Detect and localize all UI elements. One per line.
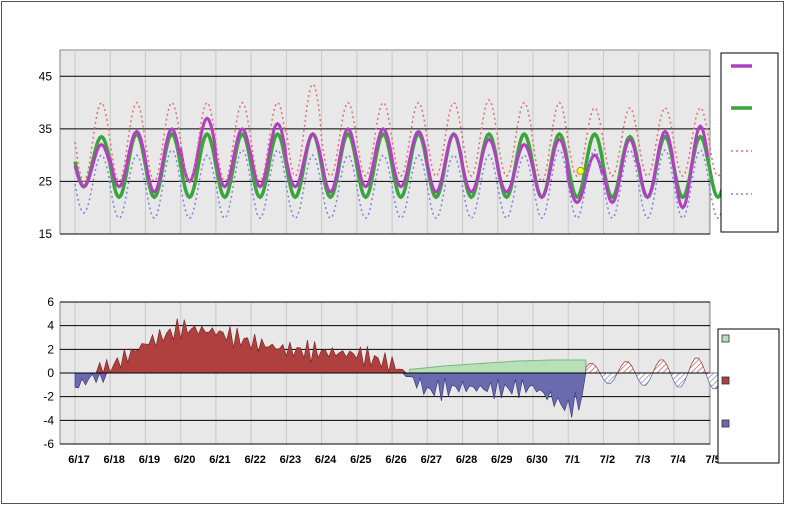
- top-legend-box: [720, 52, 779, 233]
- x-tick-label: 7/2: [600, 454, 615, 466]
- x-tick-label: 7/4: [670, 454, 686, 466]
- y-tick-label: 6: [47, 295, 54, 309]
- y-tick-label: -6: [43, 437, 54, 451]
- y-tick-label: 2: [47, 342, 54, 356]
- series-record_low-line: [74, 148, 744, 220]
- y-tick-label: -2: [43, 390, 54, 404]
- x-tick-label: 6/25: [350, 454, 371, 466]
- x-tick-label: 6/21: [209, 454, 230, 466]
- y-tick-label: -4: [43, 413, 54, 427]
- x-tick-label: 7/1: [565, 454, 580, 466]
- series-observed-line: [73, 116, 710, 210]
- plot-area: [59, 49, 711, 235]
- x-tick-label: 6/30: [526, 454, 547, 466]
- x-tick-label: 6/29: [491, 454, 512, 466]
- x-tick-label: 6/26: [385, 454, 406, 466]
- legend-swatch-red: [721, 376, 730, 385]
- anomaly-panel: -6 -4 -2 0 2 4 6 6/17 6/18 6/19 6/20 6/21 6/22 6/23 6/…: [43, 295, 742, 466]
- legends: [717, 52, 780, 464]
- x-tick-label: 7/3: [635, 454, 650, 466]
- legend-swatch-green: [721, 334, 730, 343]
- x-tick-label: 6/27: [421, 454, 442, 466]
- temperature-panel: 15 25 35 45: [39, 49, 745, 241]
- current-value-marker: [576, 166, 585, 175]
- x-tick-label: 6/28: [456, 454, 477, 466]
- x-tick-label: 7/5: [705, 454, 720, 466]
- x-tick-label: 6/20: [174, 454, 195, 466]
- y-tick-label: 45: [39, 69, 53, 83]
- y-tick-label: 0: [47, 366, 54, 380]
- legend-swatch-blue: [721, 419, 730, 428]
- x-tick-label: 6/23: [280, 454, 301, 466]
- x-tick-label: 6/17: [68, 454, 89, 466]
- y-tick-label: 35: [39, 122, 53, 136]
- x-tick-label: 6/18: [104, 454, 125, 466]
- bottom-legend-box: [717, 328, 780, 464]
- y-tick-label: 25: [39, 174, 53, 188]
- x-tick-label: 6/19: [139, 454, 160, 466]
- y-tick-label: 4: [47, 319, 54, 333]
- x-tick-label: 6/22: [244, 454, 265, 466]
- x-tick-label: 6/24: [315, 454, 337, 466]
- y-tick-label: 15: [39, 227, 53, 241]
